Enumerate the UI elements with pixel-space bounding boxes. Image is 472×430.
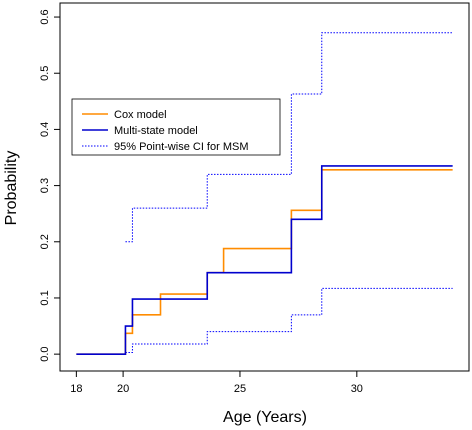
y-tick-label: 0.4 [39, 122, 51, 137]
series-layer [76, 32, 453, 355]
x-tick-label: 30 [351, 383, 363, 395]
y-axis-title: Probability [3, 151, 20, 226]
x-tick-label: 18 [70, 383, 82, 395]
y-tick-label: 0.3 [39, 178, 51, 193]
legend-label-ci: 95% Point-wise CI for MSM [114, 141, 248, 153]
y-tick-label: 0.0 [39, 346, 51, 361]
y-tick-label: 0.1 [39, 290, 51, 305]
x-axis: 18 20 25 30 [70, 371, 363, 395]
x-tick-label: 25 [234, 383, 246, 395]
plot-frame [59, 2, 470, 372]
y-tick-label: 0.6 [39, 9, 51, 24]
legend-label-cox: Cox model [114, 109, 167, 121]
legend: Cox model Multi-state model 95% Point-wi… [71, 98, 281, 156]
y-tick-label: 0.5 [39, 66, 51, 81]
y-axis: 0.0 0.1 0.2 0.3 0.4 0.5 0.6 [39, 9, 60, 362]
legend-label-msm: Multi-state model [114, 125, 198, 137]
multi-state-model-line [76, 165, 453, 355]
ci-lower-line [125, 287, 453, 353]
x-axis-title: Age (Years) [223, 409, 307, 426]
y-tick-label: 0.2 [39, 234, 51, 249]
x-tick-label: 20 [117, 383, 129, 395]
